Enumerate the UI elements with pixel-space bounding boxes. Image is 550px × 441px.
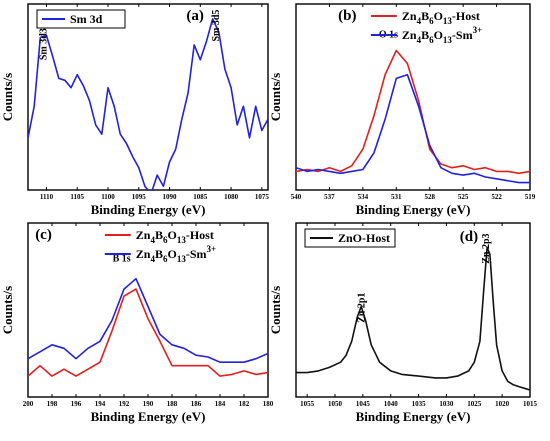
- legend-label: Zn4B6O13-Sm3+: [136, 244, 216, 264]
- series-line-2: [28, 277, 268, 364]
- x-axis-title: Binding Energy (eV): [91, 202, 206, 217]
- x-tick-label: 1045: [356, 400, 371, 408]
- x-tick-label: 1030: [439, 400, 454, 408]
- legend-label: ZnO-Host: [338, 231, 390, 245]
- y-axis-title: Counts/s: [268, 73, 283, 121]
- peak-annotation: Zn 2p1: [357, 293, 368, 323]
- x-tick-label: 1055: [300, 400, 315, 408]
- panel-b: 540 537 534 531 528 525 522 519 Binding Energy (…: [268, 3, 536, 217]
- x-tick-label: 1095: [132, 193, 147, 201]
- x-tick-label: 1040: [384, 400, 399, 408]
- plot-frame: [295, 3, 531, 191]
- panel-label: (a): [186, 8, 204, 24]
- x-tick-label: 190: [143, 400, 154, 408]
- x-tick-label: 192: [119, 400, 130, 408]
- panel-label: (d): [460, 229, 478, 245]
- series-line-1: [296, 49, 530, 175]
- x-axis-title: Binding Energy (eV): [356, 202, 471, 217]
- x-tick-label: 198: [47, 400, 58, 408]
- x-tick-label: 1080: [224, 193, 239, 201]
- legend-box: [36, 9, 126, 29]
- legend: Sm 3d: [36, 9, 126, 29]
- series-line-1: [28, 18, 268, 190]
- x-tick-label: 522: [491, 193, 502, 201]
- y-axis-title: Counts/s: [0, 286, 15, 334]
- x-tick-label: 1105: [70, 193, 84, 201]
- x-tick-label: 534: [358, 193, 369, 201]
- x-axis-title: Binding Energy (eV): [91, 409, 206, 424]
- legend-label: Zn4B6O13-Host: [402, 9, 480, 26]
- panel-label: (b): [338, 8, 356, 24]
- peak-annotation: Sm 3d3: [38, 28, 49, 60]
- x-tick-label: 1050: [328, 400, 343, 408]
- legend-box: [304, 228, 396, 248]
- x-tick-label: 186: [191, 400, 202, 408]
- x-tick-label: 525: [458, 193, 469, 201]
- x-tick-label: 200: [23, 400, 34, 408]
- peak-annotation: Zn 2p3: [481, 233, 492, 263]
- x-tick-label: 194: [95, 400, 106, 408]
- x-tick-label: 1090: [163, 193, 178, 201]
- peak-annotation: Sm 3d5: [211, 10, 222, 42]
- x-tick-label: 1075: [255, 193, 270, 201]
- y-axis-title: Counts/s: [0, 73, 15, 121]
- x-tick-label: 1035: [412, 400, 427, 408]
- panel-a: 1110 1105 1100 1095 1090 1085 1080 1075 Binding …: [0, 3, 270, 217]
- series-line-2: [296, 73, 530, 184]
- x-tick-label: 182: [239, 400, 250, 408]
- peak-annotation: B 1s: [113, 253, 131, 264]
- panel-label: (c): [35, 227, 52, 243]
- x-tick-label: 531: [391, 193, 402, 201]
- legend-label: Zn4B6O13-Host: [136, 228, 214, 245]
- x-tick-label: 188: [167, 400, 178, 408]
- series-line-1: [296, 246, 530, 391]
- x-axis-title: Binding Energy (eV): [356, 409, 471, 424]
- x-tick-label: 1020: [495, 400, 510, 408]
- x-tick-label: 528: [424, 193, 435, 201]
- x-tick-label: 1110: [40, 193, 54, 201]
- x-tick-label: 180: [263, 400, 274, 408]
- x-tick-label: 196: [71, 400, 82, 408]
- legend-label: Sm 3d: [70, 12, 103, 26]
- x-tick-label: 519: [525, 193, 536, 201]
- legend: ZnO-Host: [304, 228, 396, 248]
- x-tick-label: 1025: [467, 400, 482, 408]
- x-tick-label: 537: [324, 193, 335, 201]
- plot-frame: [295, 222, 531, 398]
- legend-label: Zn4B6O13-Sm3+: [402, 25, 482, 45]
- x-tick-label: 184: [215, 400, 226, 408]
- x-tick-label: 1085: [193, 193, 208, 201]
- series-line-1: [28, 288, 268, 377]
- x-tick-label: 540: [291, 193, 302, 201]
- x-tick-label: 1015: [523, 400, 538, 408]
- y-axis-title: Counts/s: [268, 286, 283, 334]
- x-tick-label: 1100: [101, 193, 115, 201]
- panel-c: 200 198 196 194 192 190 188 186 184 182 180 Binding…: [0, 222, 274, 424]
- panel-d: 1055 1050 1045 1040 1035 1030 1025 1020 1015 Bind…: [268, 222, 538, 424]
